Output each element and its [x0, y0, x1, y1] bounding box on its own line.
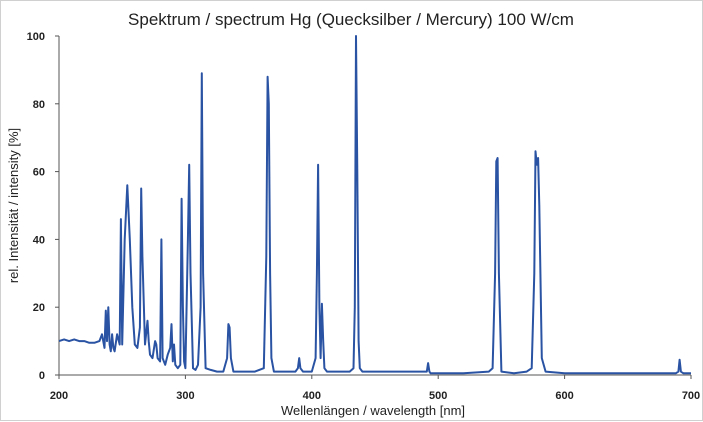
y-tick-label: 0	[39, 370, 45, 382]
spectrum-series-line	[58, 35, 691, 375]
series-layer	[58, 35, 691, 375]
x-tick-label: 400	[303, 390, 321, 402]
x-tick-label: 300	[176, 390, 194, 402]
y-tick-label: 20	[33, 302, 45, 314]
y-axis-title: rel. Intensität / intensity [%]	[6, 128, 21, 283]
x-tick-label: 700	[682, 390, 700, 402]
x-tick-label: 600	[555, 390, 573, 402]
y-tick-label: 100	[27, 31, 45, 43]
y-tick-label: 60	[33, 167, 45, 179]
y-tick-label: 40	[33, 234, 45, 246]
x-axis-title: Wellenlängen / wavelength [nm]	[281, 403, 465, 418]
axes	[55, 35, 692, 379]
x-tick-label: 200	[50, 390, 68, 402]
chart-title: Spektrum / spectrum Hg (Quecksilber / Me…	[128, 10, 574, 29]
tick-labels: 0 20 40 60 80 100 200 300 400 500 600 700	[27, 31, 701, 402]
x-tick-label: 500	[429, 390, 447, 402]
y-tick-label: 80	[33, 99, 45, 111]
